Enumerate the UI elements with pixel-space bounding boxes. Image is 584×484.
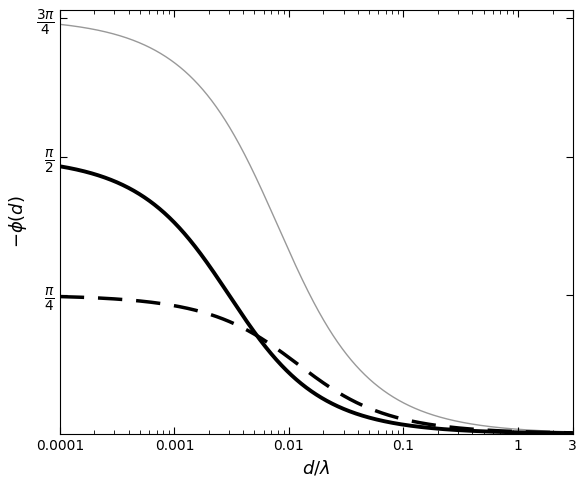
Y-axis label: $-\phi(d)$: $-\phi(d)$	[7, 196, 29, 248]
X-axis label: $d/\lambda$: $d/\lambda$	[302, 458, 331, 477]
